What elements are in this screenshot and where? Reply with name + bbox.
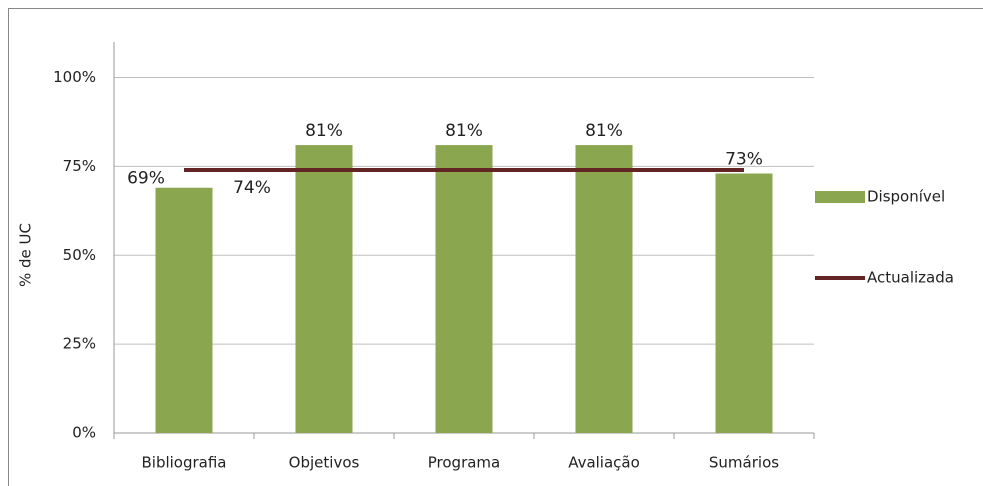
x-tick-label: Objetivos (289, 454, 360, 472)
bar (575, 145, 633, 433)
data-label: 69% (127, 169, 165, 189)
legend-swatch (815, 191, 865, 203)
y-tick-label: 75% (63, 157, 96, 175)
data-label: 73% (725, 150, 763, 170)
bar (435, 145, 493, 433)
bar (715, 173, 773, 433)
y-axis-label: % de UC (17, 223, 35, 287)
bar (155, 187, 213, 433)
x-tick-label: Bibliografia (141, 454, 226, 472)
x-tick-label: Avaliação (568, 454, 640, 472)
legend-label: Disponível (867, 188, 945, 206)
data-label: 81% (445, 121, 483, 141)
chart-frame (8, 8, 983, 486)
data-label: 74% (233, 178, 271, 198)
y-tick-label: 0% (72, 424, 96, 442)
data-label: 81% (585, 121, 623, 141)
legend-label: Actualizada (867, 269, 954, 287)
bar (295, 145, 353, 433)
y-tick-label: 25% (63, 335, 96, 353)
data-label: 81% (305, 121, 343, 141)
y-tick-label: 50% (63, 246, 96, 264)
x-tick-label: Programa (428, 454, 500, 472)
x-tick-label: Sumários (709, 454, 779, 472)
y-tick-label: 100% (53, 68, 96, 86)
